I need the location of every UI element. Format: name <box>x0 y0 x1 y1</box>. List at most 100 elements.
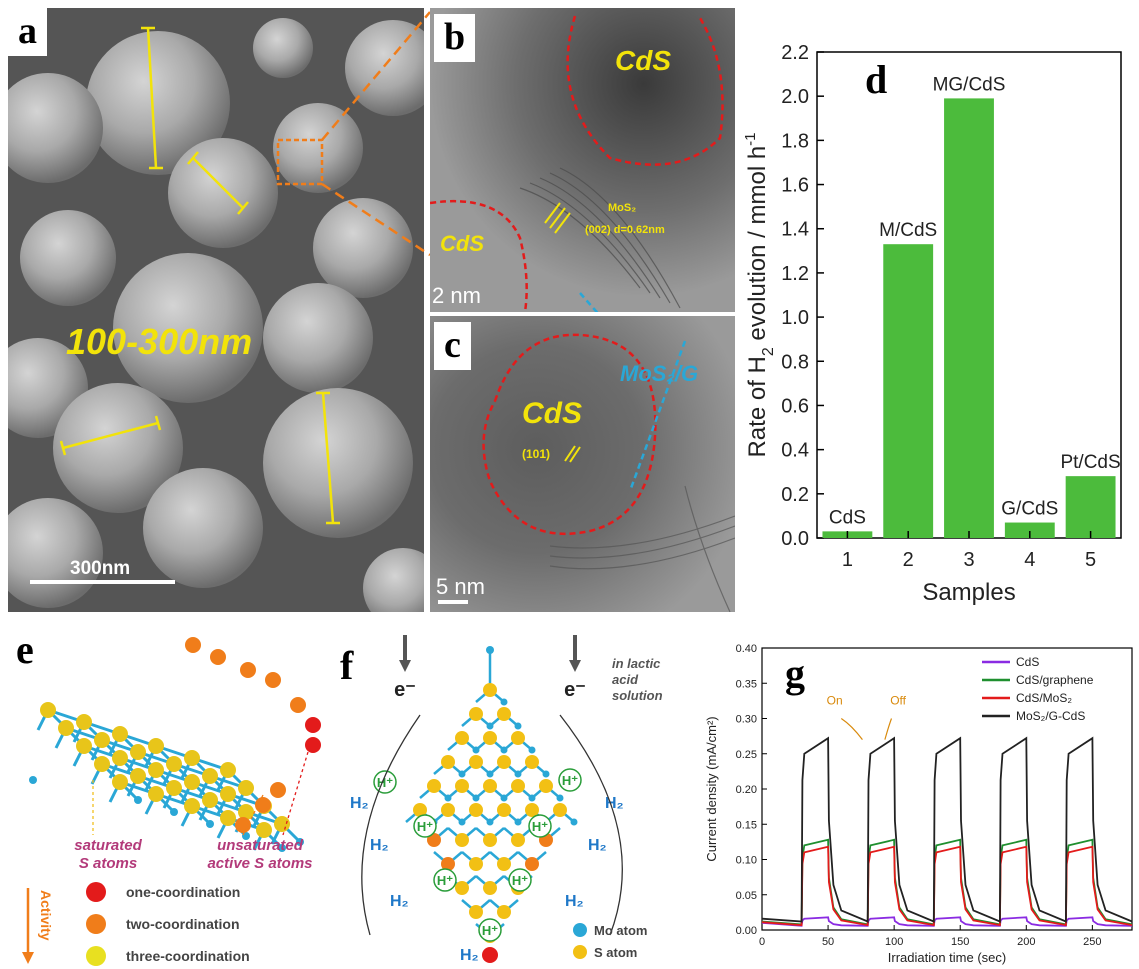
panel-letter-c: c <box>434 322 471 370</box>
s-atom-saturated <box>202 792 218 808</box>
one-coord-pointer <box>282 751 309 836</box>
s-atom <box>483 881 497 895</box>
bar-label: G/CdS <box>1001 499 1058 520</box>
bar <box>1004 522 1055 538</box>
proton-label: H⁺ <box>417 819 433 834</box>
s-atom <box>469 857 483 871</box>
mo-atom <box>278 844 286 852</box>
bar-label: M/CdS <box>879 220 937 241</box>
s-atom-saturated <box>274 816 290 832</box>
s-atom <box>525 803 539 817</box>
mo-atom <box>29 776 37 784</box>
on-annotation: On <box>827 693 843 707</box>
x-axis-label: Samples <box>922 579 1015 606</box>
s-atom-saturated <box>256 822 272 838</box>
panel-e-structure-diagram: Activity saturated S atoms unsaturated acti… <box>8 630 348 969</box>
y-tick-label: 0.15 <box>736 819 757 831</box>
electron-label: e⁻ <box>564 679 586 701</box>
x-tick-label: 150 <box>951 936 969 948</box>
scale-label: 5 nm <box>436 574 485 599</box>
unsaturated-label-line1: unsaturated <box>217 837 304 854</box>
s-atom-edge <box>525 857 539 871</box>
s-atom-one-coordination <box>305 737 321 753</box>
s-atom <box>469 905 483 919</box>
s-atom <box>497 803 511 817</box>
s-atom <box>427 779 441 793</box>
size-range-label: 100-300nm <box>66 321 252 362</box>
mo-atom <box>528 746 536 754</box>
legend-activity-arrow: Activity <box>22 888 54 964</box>
mo-atom <box>514 818 522 826</box>
off-arrow <box>884 718 893 740</box>
y-tick-label: 0.20 <box>736 784 757 796</box>
y-tick-label: 0.05 <box>736 890 757 902</box>
mos2-label: MoS₂ <box>608 202 636 214</box>
s-atom <box>553 803 567 817</box>
s-atom-saturated <box>184 750 200 766</box>
s-atom <box>469 755 483 769</box>
y-axis-label: Rate of H2 evolution / mmol h-1 <box>745 132 777 457</box>
mo-atom <box>296 838 304 846</box>
sem-micrograph: 100-300nm 300nm <box>8 8 424 612</box>
y-tick-label: 0.40 <box>736 643 757 655</box>
s-atom <box>455 731 469 745</box>
panel-c-hrtem-image: CdS (101) MoS₂/G 5 nm c <box>430 316 735 612</box>
mo-atom <box>500 698 508 706</box>
mo-atom <box>472 794 480 802</box>
legend-label: CdS <box>1016 655 1039 669</box>
solution-label-line2: acid <box>612 672 639 687</box>
series-line <box>761 845 1133 927</box>
unsaturated-pointer <box>242 794 264 836</box>
s-atom <box>511 779 525 793</box>
mo-atom <box>458 818 466 826</box>
s-atom-saturated <box>76 714 92 730</box>
x-tick-label: 4 <box>1024 549 1035 571</box>
bar <box>944 98 994 539</box>
series-line <box>761 838 1133 926</box>
activity-label: Activity <box>38 890 54 941</box>
mo-atom <box>170 808 178 816</box>
proton-circle <box>478 918 502 942</box>
s-atom-two-coordination <box>290 697 306 713</box>
bar <box>1065 476 1116 538</box>
mos2-spacing-label: (002) d=0.62nm <box>585 224 665 236</box>
s-atom-saturated <box>112 750 128 766</box>
mo-atom <box>486 770 494 778</box>
s-atom-two-coordination <box>235 817 251 833</box>
proton-circle <box>508 868 532 892</box>
s-atom-two-coordination <box>240 662 256 678</box>
x-tick-label: 200 <box>1017 936 1035 948</box>
s-atom-saturated <box>166 780 182 796</box>
photocurrent-chart: 0.00 0.05 0.10 0.15 0.20 0.25 0.30 0.35 0.40 0 50 1… <box>704 643 1133 965</box>
y-axis-label: Current density (mA/cm²) <box>704 716 719 861</box>
s-atom <box>441 755 455 769</box>
mo-atom <box>514 770 522 778</box>
unsaturated-label-line2: active S atoms <box>207 855 312 872</box>
x-tick-label: 50 <box>822 936 834 948</box>
h2-evolution-chart: 0.0 0.2 0.4 0.6 0.8 1.0 1.2 1.4 1.6 1.8 2.0 2.2 CdS 1… <box>745 42 1122 606</box>
s-atom-one-coordination <box>305 717 321 733</box>
mo-atom <box>500 746 508 754</box>
mo-atom <box>206 820 214 828</box>
h2-label: H₂ <box>350 795 369 812</box>
y-tick-label: 0.00 <box>736 925 757 937</box>
mo-atom <box>134 796 142 804</box>
s-atom <box>511 833 525 847</box>
mo-atom <box>556 794 564 802</box>
panel-letter-a: a <box>8 8 47 56</box>
s-atom <box>497 755 511 769</box>
bar-label: MG/CdS <box>933 74 1006 95</box>
mo-atom <box>542 770 550 778</box>
legend-label: one-coordination <box>126 884 240 900</box>
y-tick-label: 0.10 <box>736 855 757 867</box>
h2-mechanism-diagram: e⁻ e⁻in lacticacidsolutionH⁺H⁺H⁺H⁺H⁺H⁺H⁺H… <box>350 635 663 964</box>
legend-atom-swatch <box>573 923 587 937</box>
h2-label: H₂ <box>370 837 389 854</box>
mo-atom <box>486 818 494 826</box>
proton-label: H⁺ <box>562 773 578 788</box>
cds-label-left: CdS <box>440 231 484 256</box>
mo-atom <box>514 722 522 730</box>
s-atom <box>413 803 427 817</box>
electron-label: e⁻ <box>394 679 416 701</box>
